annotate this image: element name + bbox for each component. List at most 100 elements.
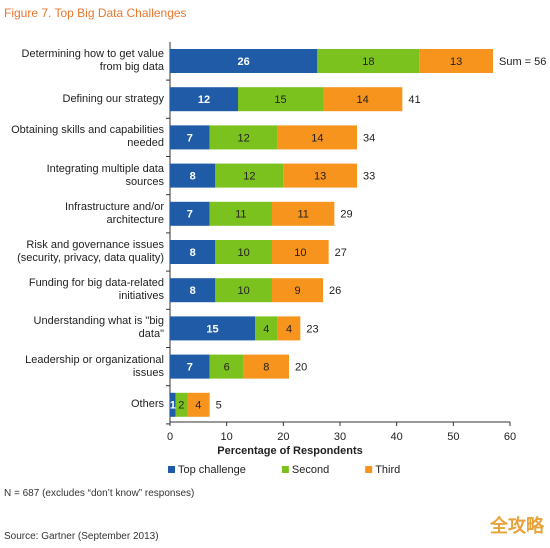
bar-segment: [277, 316, 301, 341]
bar-segment: [323, 87, 403, 112]
bar-segment: [215, 240, 272, 264]
x-tick-label: 20: [277, 431, 289, 443]
bar-segment: [209, 201, 272, 226]
x-tick-label: 50: [447, 431, 459, 443]
bar-segment: [419, 49, 493, 73]
bar-segment: [187, 392, 210, 417]
data-label: 15: [206, 323, 218, 335]
total-label: 5: [216, 400, 222, 412]
data-label: 12: [243, 171, 255, 183]
bar-segment: [243, 354, 289, 379]
x-tick-label: 10: [221, 431, 233, 443]
data-label: 15: [274, 94, 286, 106]
bar-segment: [170, 87, 238, 112]
data-label: 2: [178, 400, 184, 412]
category-label: Funding for big data-related initiatives: [28, 277, 164, 303]
legend-swatch: [281, 466, 289, 473]
data-label: 10: [294, 247, 306, 259]
data-label: 4: [195, 400, 201, 412]
bar-segment: [272, 201, 335, 226]
category-label: Integrating multiple data sources: [46, 162, 164, 188]
bar-segment: [170, 240, 216, 264]
legend-label: Top challenge: [178, 464, 246, 476]
bar-segment: [215, 278, 272, 303]
category-label: Understanding what is "big data": [33, 315, 164, 341]
bar-segment: [317, 49, 420, 73]
bar-segment: [170, 354, 210, 379]
data-label: 4: [286, 323, 292, 335]
source: Source: Gartner (September 2013): [4, 531, 159, 542]
bar-segment: [170, 392, 176, 417]
legend-swatch: [365, 466, 373, 473]
legend-swatch: [168, 466, 175, 473]
note: N = 687 (excludes “don’t know” responses…: [4, 488, 195, 499]
bar-segment: [238, 87, 323, 112]
data-label: 13: [314, 171, 326, 183]
total-label: 20: [295, 362, 307, 374]
total-label: 23: [306, 323, 318, 335]
data-label: 26: [238, 56, 250, 68]
category-label: Risk and governance issues (security, pr…: [17, 239, 164, 264]
total-label: 41: [408, 94, 420, 106]
data-label: 8: [263, 362, 269, 374]
data-label: 11: [297, 209, 308, 221]
category-label: Determining how to get value from big da…: [21, 48, 164, 73]
total-label: 26: [329, 285, 341, 297]
data-label: 7: [187, 209, 193, 221]
category-label: Obtaining skills and capabilities needed: [11, 124, 164, 150]
category-label: Defining our strategy: [62, 92, 165, 105]
data-label: 8: [190, 285, 196, 297]
bar-segment: [272, 278, 323, 303]
watermark: 全攻略: [489, 515, 545, 536]
data-label: 6: [224, 362, 230, 374]
total-label: 33: [363, 171, 375, 183]
bar-segment: [283, 163, 357, 188]
total-label: 34: [363, 132, 375, 144]
bar-segment: [175, 392, 187, 417]
bar-segment: [170, 125, 210, 150]
bar-segment: [255, 316, 278, 341]
data-label: 8: [190, 171, 196, 183]
data-label: 1: [170, 400, 176, 412]
data-label: 9: [294, 285, 300, 297]
x-tick-label: 0: [167, 431, 173, 443]
category-label: Leadership or organizational issues: [25, 353, 164, 379]
bar-segment: [277, 125, 357, 150]
legend-label: Third: [375, 464, 400, 476]
bar-segment: [215, 163, 284, 188]
data-label: 12: [198, 94, 210, 106]
data-label: 8: [190, 247, 196, 259]
data-label: 10: [238, 285, 250, 297]
x-tick-label: 60: [504, 431, 516, 443]
bar-segment: [209, 125, 278, 150]
category-label: Infrastructure and/or architecture: [64, 200, 164, 226]
chart-title: Figure 7. Top Big Data Challenges: [4, 6, 187, 20]
data-label: 7: [187, 362, 193, 374]
data-label: 14: [357, 94, 369, 106]
x-tick-label: 40: [391, 431, 403, 443]
data-label: 14: [311, 132, 323, 144]
x-axis-label: Percentage of Respondents: [217, 445, 362, 457]
bar-segment: [170, 49, 318, 73]
legend-label: Second: [292, 464, 329, 476]
total-label: 29: [340, 209, 352, 221]
data-label: 10: [238, 247, 250, 259]
data-label: 11: [235, 209, 246, 221]
total-label: Sum = 56: [499, 56, 546, 68]
bar-segment: [170, 163, 216, 188]
data-label: 12: [238, 132, 250, 144]
data-label: 7: [187, 132, 193, 144]
x-tick-label: 30: [334, 431, 346, 443]
bar-segment: [170, 278, 216, 303]
data-label: 18: [362, 56, 374, 68]
bar-segment: [170, 316, 255, 341]
data-label: 4: [263, 323, 269, 335]
category-label: Others: [130, 398, 164, 411]
bar-segment: [170, 201, 210, 226]
total-label: 27: [335, 247, 347, 259]
bar-segment: [209, 354, 244, 379]
bar-segment: [272, 240, 329, 264]
data-label: 13: [450, 56, 462, 68]
